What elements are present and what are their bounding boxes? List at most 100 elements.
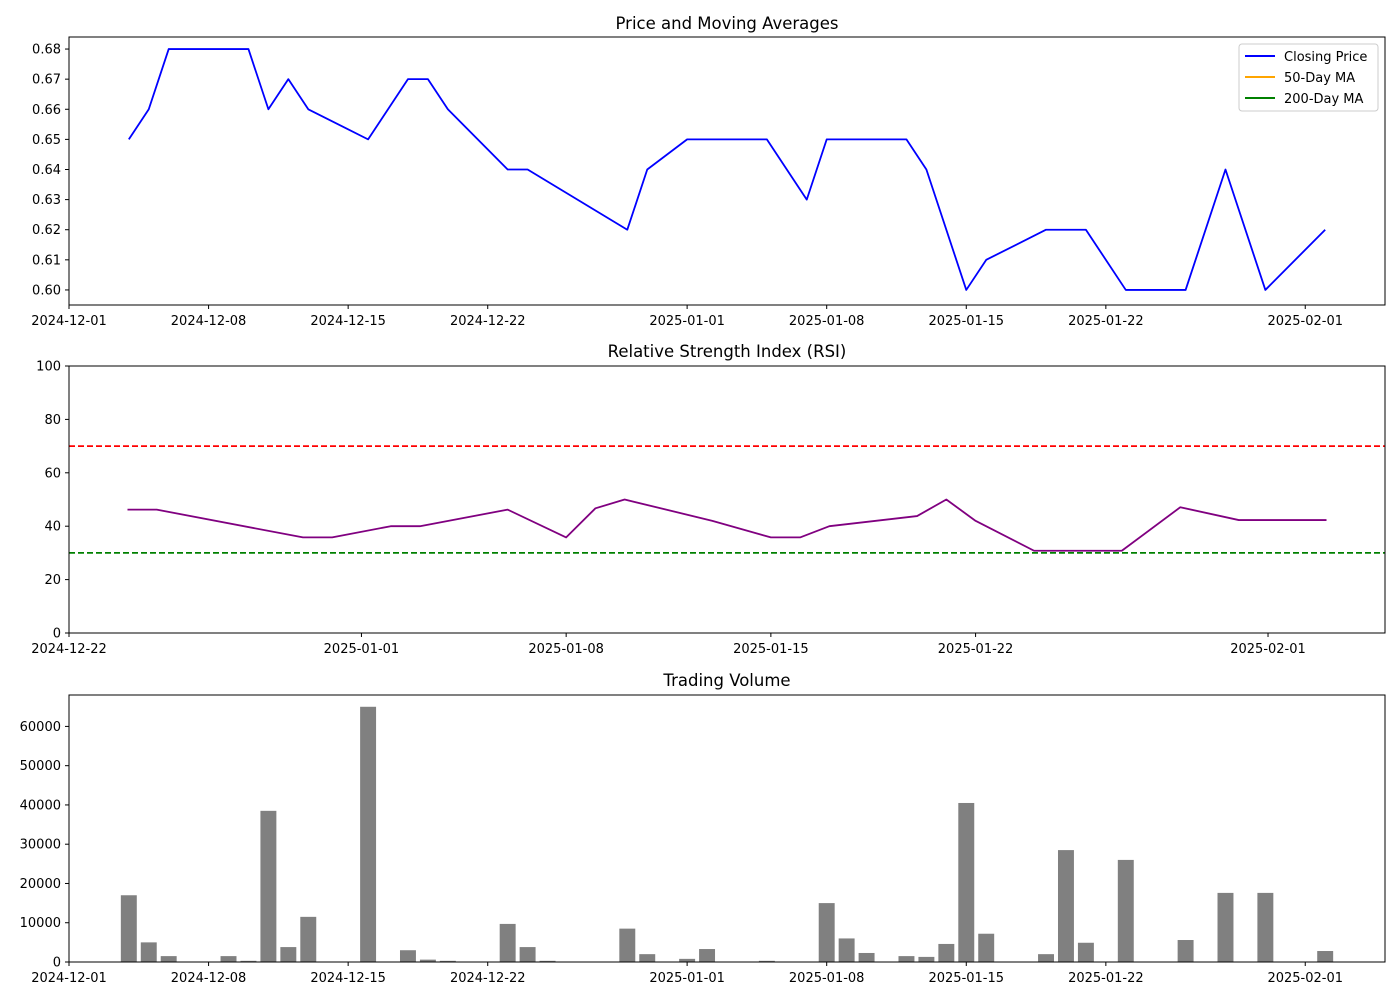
volume-y-tick-label: 50000: [20, 759, 61, 774]
volume-y-tick-label: 30000: [20, 838, 61, 853]
volume-x-ticks: 2024-12-01 2024-12-08 2024-12-15 2024-12-22…: [31, 962, 1343, 986]
legend-label-closing-price: Closing Price: [1284, 50, 1367, 65]
price-x-tick-label: 2025-01-01: [649, 314, 725, 329]
volume-bar: [1317, 951, 1334, 962]
price-y-tick-label: 0.65: [32, 133, 61, 148]
volume-bar: [1257, 892, 1274, 962]
volume-bar: [758, 960, 775, 962]
price-y-tick-label: 0.62: [32, 223, 61, 238]
rsi-x-tick-label: 2024-12-22: [31, 642, 107, 657]
volume-bar: [958, 802, 975, 962]
rsi-y-ticks: 0 20 40 60 80 100: [36, 360, 69, 642]
volume-bar: [1217, 892, 1234, 962]
rsi-series-line-rsi: [127, 498, 1327, 552]
volume-bar: [898, 956, 915, 962]
price-x-tick-label: 2025-01-22: [1068, 314, 1144, 329]
price-x-tick-label: 2024-12-01: [31, 314, 107, 329]
volume-x-tick-label: 2025-01-15: [928, 971, 1004, 986]
volume-x-tick-label: 2024-12-01: [31, 971, 107, 986]
volume-bar: [818, 903, 835, 962]
rsi-x-tick-label: 2025-01-22: [938, 642, 1014, 657]
rsi-reference-lines: [69, 445, 1385, 554]
legend-label-50-day-ma: 50-Day MA: [1284, 71, 1355, 86]
rsi-chart-panel: Relative Strength Index (RSI) 0 20 40 60 80 1…: [31, 342, 1386, 657]
volume-bar: [938, 943, 955, 962]
price-y-tick-label: 0.61: [32, 253, 61, 268]
price-series-line-closing-price: [128, 48, 1326, 291]
volume-bars-group: [120, 706, 1334, 963]
rsi-x-tick-label: 2025-02-01: [1230, 642, 1306, 657]
volume-bar: [918, 956, 935, 962]
volume-bar: [300, 916, 317, 962]
price-x-ticks: 2024-12-01 2024-12-08 2024-12-15 2024-12-22…: [31, 305, 1343, 329]
volume-bar: [1177, 940, 1194, 962]
volume-y-tick-label: 10000: [20, 916, 61, 931]
volume-bar: [699, 949, 716, 962]
volume-x-tick-label: 2025-01-22: [1068, 971, 1144, 986]
price-y-tick-label: 0.60: [32, 283, 61, 298]
volume-y-tick-label: 40000: [20, 798, 61, 813]
volume-bar: [280, 947, 297, 962]
price-chart-panel: Price and Moving Averages 0.60 0.61 0.62 0.…: [31, 14, 1386, 329]
rsi-x-tick-label: 2025-01-08: [528, 642, 604, 657]
rsi-chart-title: Relative Strength Index (RSI): [608, 342, 847, 361]
volume-bar: [1057, 850, 1074, 962]
volume-bar: [679, 958, 696, 962]
volume-bar: [519, 947, 536, 962]
volume-bar: [439, 960, 456, 962]
volume-bar: [399, 950, 416, 962]
price-x-tick-label: 2024-12-15: [310, 314, 386, 329]
rsi-y-tick-label: 60: [44, 466, 61, 481]
price-legend[interactable]: Closing Price 50-Day MA 200-Day MA: [1238, 43, 1379, 112]
legend-box: [1238, 43, 1379, 112]
price-x-tick-label: 2025-01-08: [789, 314, 865, 329]
rsi-y-tick-label: 80: [44, 413, 61, 428]
volume-bar: [499, 923, 516, 962]
volume-bar: [978, 933, 995, 962]
volume-bar: [858, 952, 875, 962]
rsi-x-tick-label: 2025-01-01: [324, 642, 400, 657]
volume-y-tick-label: 60000: [20, 720, 61, 735]
volume-bar: [1117, 859, 1134, 962]
price-y-tick-label: 0.67: [32, 73, 61, 88]
rsi-series-group: [127, 498, 1327, 552]
volume-y-tick-label: 0: [53, 956, 61, 971]
volume-bar: [1077, 942, 1094, 962]
volume-bar: [419, 959, 436, 962]
rsi-y-tick-label: 0: [53, 627, 61, 642]
rsi-x-tick-label: 2025-01-15: [733, 642, 809, 657]
rsi-x-ticks: 2024-12-22 2025-01-01 2025-01-08 2025-01-15…: [31, 633, 1306, 657]
rsi-y-tick-label: 40: [44, 520, 61, 535]
price-x-tick-label: 2025-02-01: [1267, 314, 1343, 329]
price-x-tick-label: 2025-01-15: [928, 314, 1004, 329]
price-y-tick-label: 0.68: [32, 43, 61, 58]
volume-bar: [220, 956, 237, 962]
legend-label-200-day-ma: 200-Day MA: [1284, 92, 1364, 107]
price-series-group: [128, 48, 1326, 291]
rsi-y-tick-label: 100: [36, 360, 61, 375]
price-x-tick-label: 2024-12-22: [450, 314, 526, 329]
volume-x-tick-label: 2025-01-08: [789, 971, 865, 986]
price-x-tick-label: 2024-12-08: [171, 314, 247, 329]
volume-bar: [260, 810, 277, 962]
price-chart-title: Price and Moving Averages: [616, 14, 839, 33]
volume-x-tick-label: 2024-12-08: [171, 971, 247, 986]
volume-plot-frame: [68, 694, 1386, 963]
volume-y-tick-label: 20000: [20, 877, 61, 892]
volume-bar: [1038, 954, 1054, 962]
volume-chart-title: Trading Volume: [662, 671, 790, 690]
rsi-plot-frame: [68, 365, 1386, 634]
volume-bar: [120, 895, 137, 962]
volume-x-tick-label: 2024-12-22: [450, 971, 526, 986]
price-y-tick-label: 0.64: [32, 163, 61, 178]
volume-bar: [539, 960, 556, 962]
volume-bar: [140, 942, 157, 962]
price-plot-frame: [68, 36, 1386, 306]
volume-bar: [240, 960, 257, 962]
price-y-tick-label: 0.63: [32, 193, 61, 208]
price-y-tick-label: 0.66: [32, 103, 61, 118]
volume-y-ticks: 0 10000 20000 30000 40000 50000 60000: [20, 720, 69, 971]
volume-bar: [360, 706, 377, 962]
